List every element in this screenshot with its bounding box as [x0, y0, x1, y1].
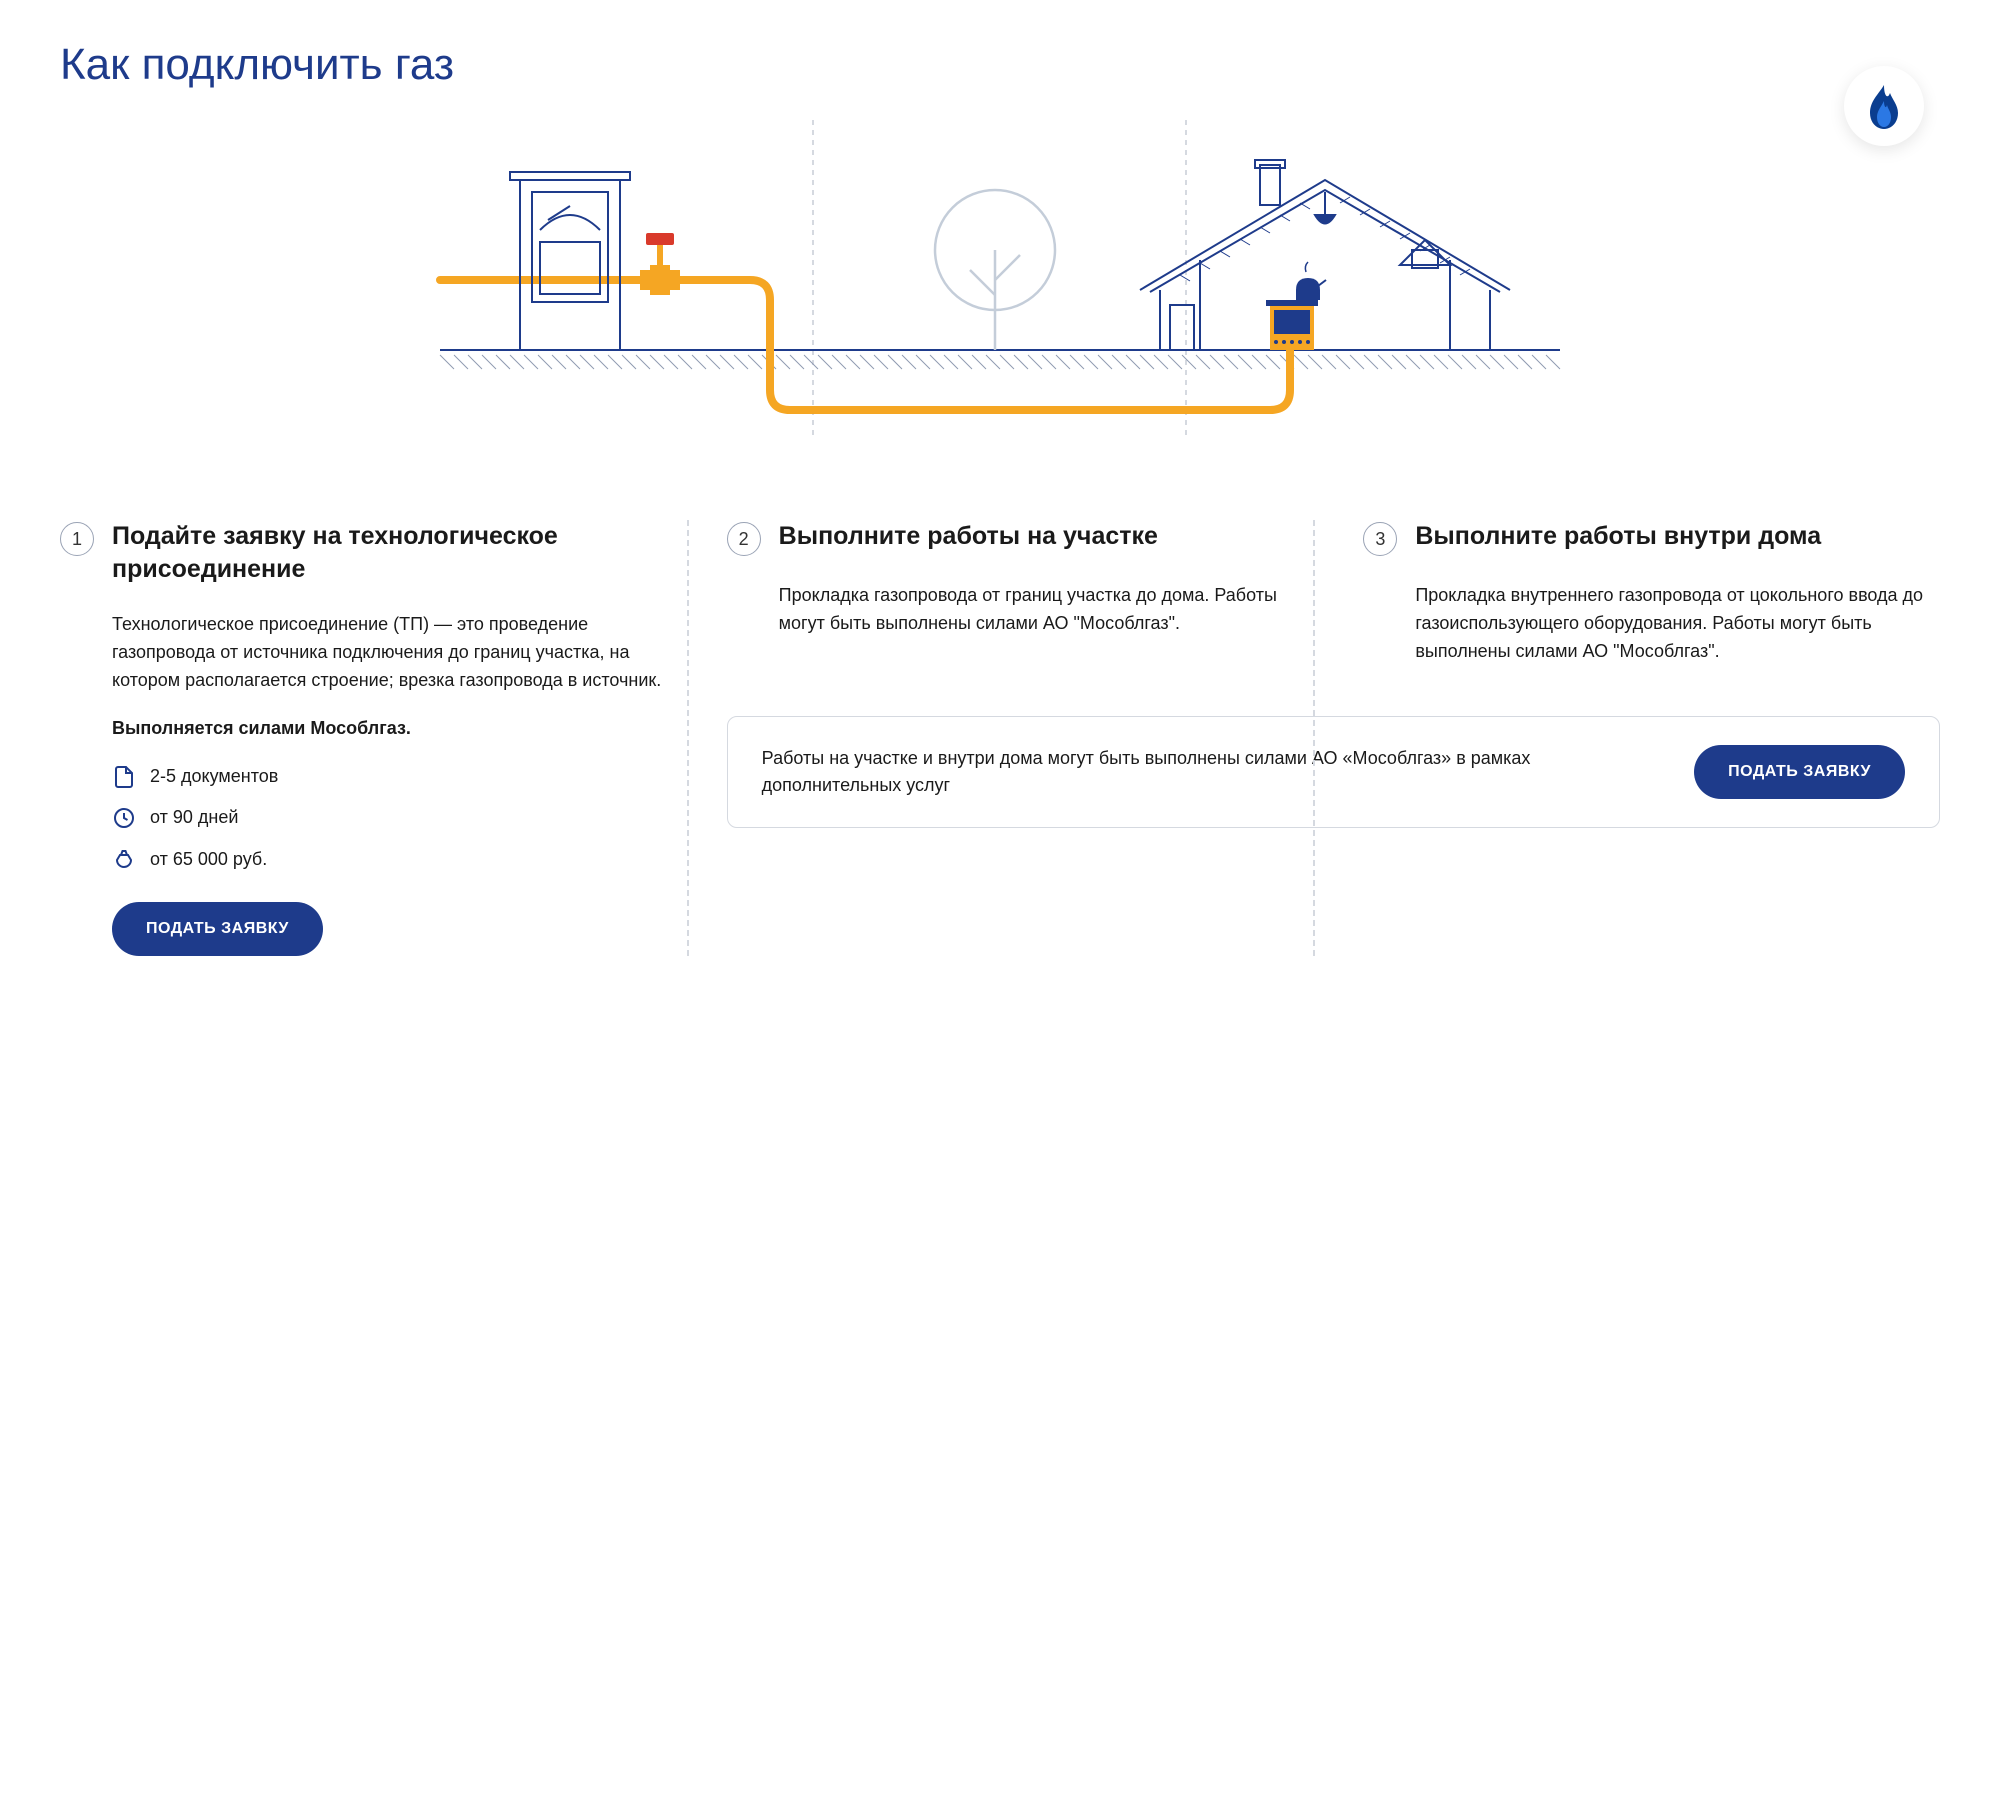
money-bag-icon	[112, 848, 136, 872]
fact-text: 2-5 документов	[150, 763, 278, 791]
document-icon	[112, 765, 136, 789]
step-number: 3	[1363, 522, 1397, 556]
step-title: Выполните работы внутри дома	[1415, 520, 1821, 553]
clock-icon	[112, 806, 136, 830]
fact-docs: 2-5 документов	[112, 763, 667, 791]
step-number: 2	[727, 522, 761, 556]
step-title: Выполните работы на участке	[779, 520, 1158, 553]
callout-text: Работы на участке и внутри дома могут бы…	[762, 745, 1654, 799]
step-2: 2 Выполните работы на участке Прокладка …	[727, 520, 1304, 686]
fact-price: от 65 000 руб.	[112, 846, 667, 874]
step-3: 3 Выполните работы внутри дома Прокладка…	[1363, 520, 1940, 686]
submit-application-button[interactable]: ПОДАТЬ ЗАЯВКУ	[112, 902, 323, 956]
connection-diagram	[60, 120, 1940, 440]
steps-row: 1 Подайте заявку на технологическое прис…	[60, 520, 1940, 956]
page-title: Как подключить газ	[60, 40, 1940, 90]
step-number: 1	[60, 522, 94, 556]
step-strong: Выполняется силами Мособлгаз.	[112, 715, 667, 743]
divider	[1313, 520, 1315, 956]
submit-application-button-callout[interactable]: ПОДАТЬ ЗАЯВКУ	[1694, 745, 1905, 799]
fact-days: от 90 дней	[112, 804, 667, 832]
divider	[687, 520, 689, 956]
step-desc: Технологическое присоединение (ТП) — это…	[112, 611, 667, 695]
step-1: 1 Подайте заявку на технологическое прис…	[60, 520, 667, 956]
step-title: Подайте заявку на технологическое присое…	[112, 520, 667, 585]
fact-text: от 90 дней	[150, 804, 238, 832]
step-desc: Прокладка газопровода от границ участка …	[779, 582, 1304, 638]
fact-text: от 65 000 руб.	[150, 846, 267, 874]
callout-box: Работы на участке и внутри дома могут бы…	[727, 716, 1940, 828]
step-desc: Прокладка внутреннего газопровода от цок…	[1415, 582, 1940, 666]
